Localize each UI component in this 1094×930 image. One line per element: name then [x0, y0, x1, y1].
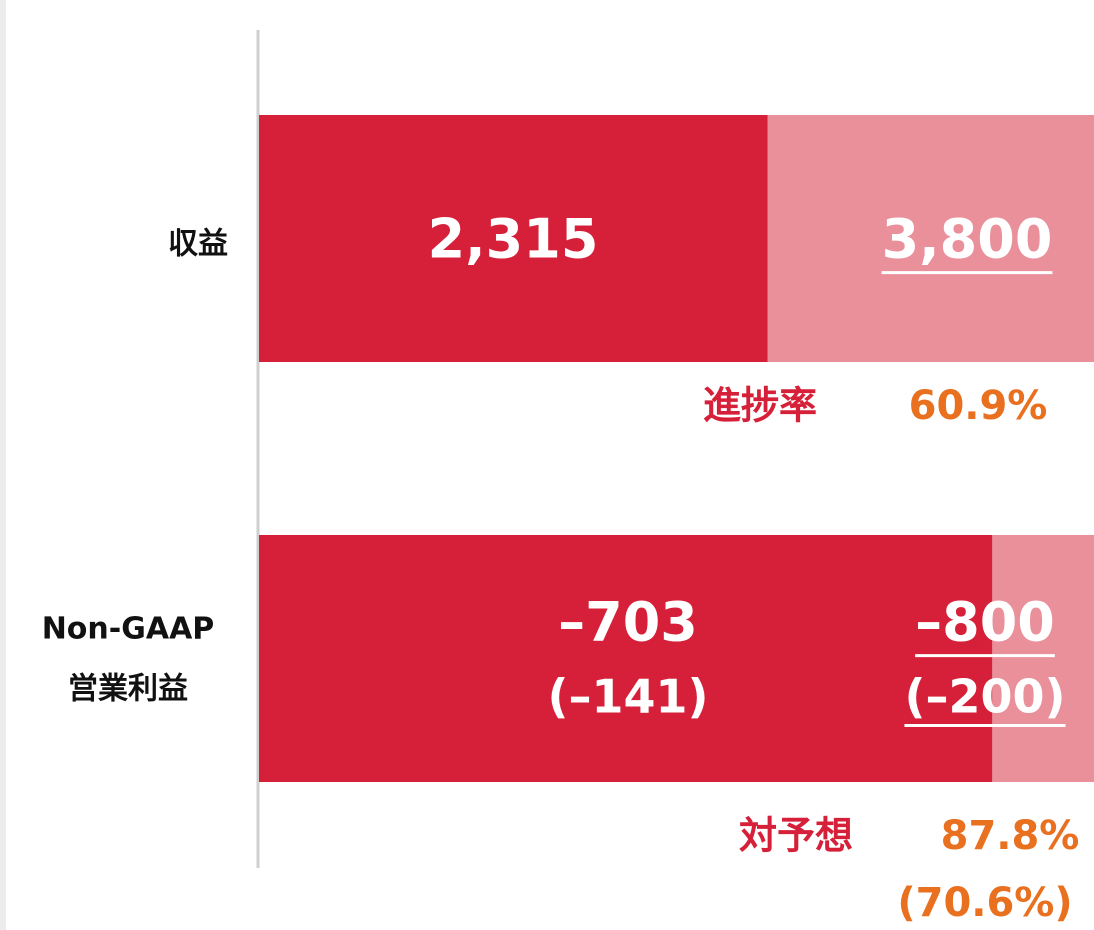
actual-label: –703: [558, 591, 698, 654]
target-label: –800: [915, 591, 1055, 654]
actual-bar: [259, 535, 993, 782]
category-label: 収益: [168, 227, 228, 262]
ratio-name: 対予想: [739, 814, 853, 858]
edge: [0, 0, 6, 930]
target-label: 3,800: [882, 208, 1053, 271]
actual-bar: [259, 115, 768, 362]
actual-sub-label: (–141): [547, 670, 708, 724]
ratio-label: 87.8%: [941, 813, 1080, 859]
ratio-sub-label: (70.6%): [897, 880, 1072, 926]
category-label: Non-GAAP: [42, 612, 215, 647]
ratio-label: 60.9%: [909, 383, 1048, 429]
target-sub-label: (–200): [904, 670, 1065, 724]
category-label: 営業利益: [68, 672, 188, 707]
actual-label: 2,315: [428, 208, 599, 271]
ratio-name: 進捗率: [703, 384, 817, 428]
